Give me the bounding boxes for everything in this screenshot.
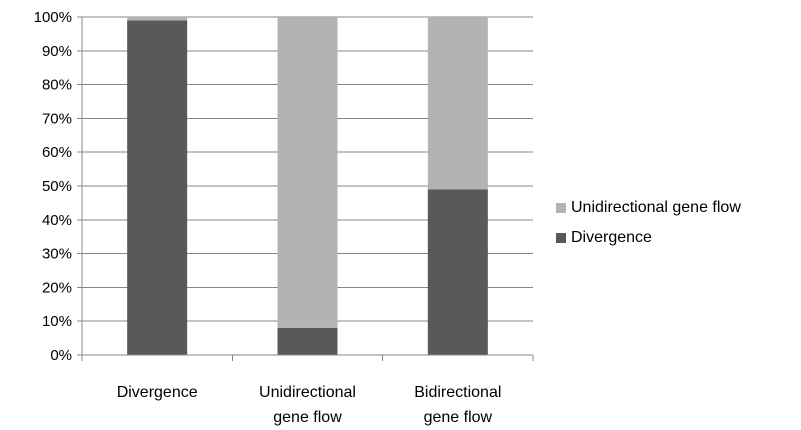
y-tick-label: 40% [42, 212, 72, 229]
x-category-label: Divergence [117, 384, 198, 401]
bar-divergence [427, 189, 488, 355]
y-tick-label: 50% [42, 178, 72, 195]
bars [127, 17, 488, 355]
bar-divergence [277, 327, 338, 355]
y-tick-label: 100% [34, 9, 72, 26]
y-tick-label: 20% [42, 279, 72, 296]
x-category-label: gene flow [273, 409, 342, 426]
x-category-label: Unidirectional [259, 384, 356, 401]
legend: Unidirectional gene flow Divergence [556, 193, 741, 253]
y-tick-label: 70% [42, 110, 72, 127]
legend-swatch [556, 203, 566, 213]
y-tick-label: 0% [50, 347, 72, 364]
legend-label: Unidirectional gene flow [571, 199, 741, 216]
legend-label: Divergence [571, 229, 652, 246]
x-category-label: gene flow [424, 409, 493, 426]
y-tick-label: 10% [42, 313, 72, 330]
bar-unidirectional-gene-flow [127, 17, 188, 21]
legend-swatch [556, 233, 566, 243]
y-tick-label: 30% [42, 246, 72, 263]
x-category-label: Bidirectional [414, 384, 501, 401]
y-tick-label: 80% [42, 77, 72, 94]
y-tick-label: 60% [42, 144, 72, 161]
bar-unidirectional-gene-flow [427, 17, 488, 190]
legend-item: Unidirectional gene flow [556, 193, 741, 223]
bar-unidirectional-gene-flow [277, 17, 338, 328]
y-tick-label: 90% [42, 43, 72, 60]
x-category-labels: Divergence Unidirectional gene flow Bidirec… [117, 384, 502, 426]
axes [77, 16, 534, 361]
legend-item: Divergence [556, 223, 741, 253]
y-tick-labels: 0% 10% 20% 30% 40% 50% 60% 70% 80% 90% 100% [34, 9, 72, 364]
bar-divergence [127, 20, 188, 355]
